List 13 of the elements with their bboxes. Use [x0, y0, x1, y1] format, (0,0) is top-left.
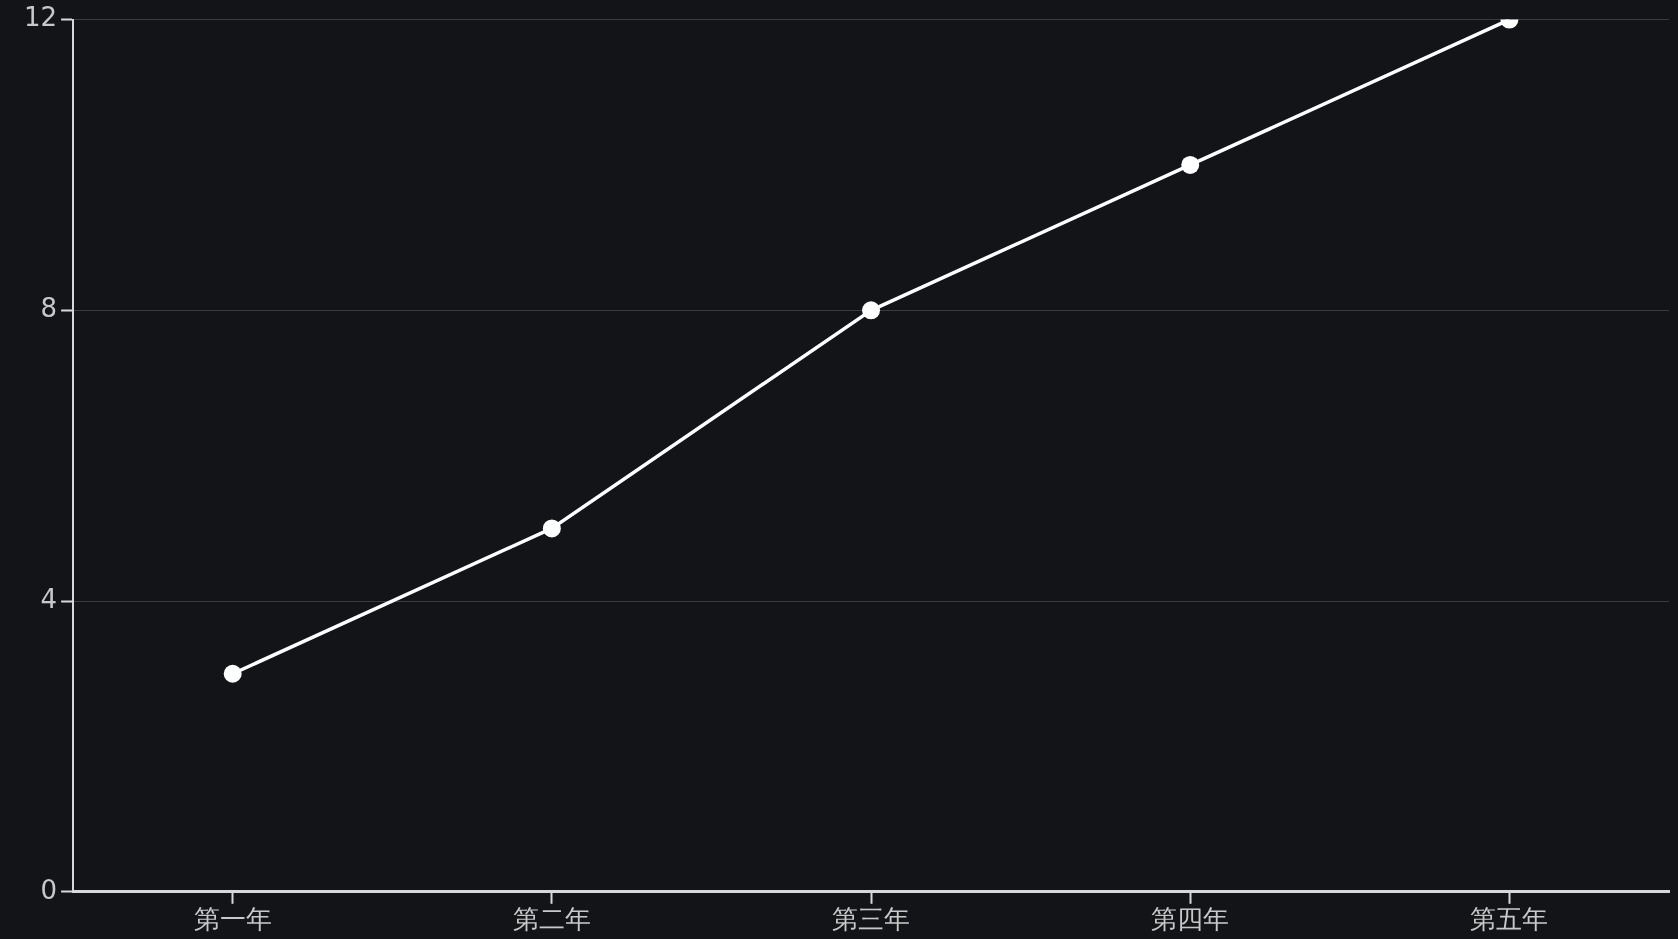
y-tick-label: 12 [23, 2, 58, 33]
point [542, 519, 561, 538]
point [1181, 155, 1200, 174]
x-tick-label: 第五年 [1470, 904, 1549, 935]
point [862, 301, 881, 320]
x-tick-label: 第三年 [832, 904, 911, 935]
y-tick-label: 4 [40, 583, 58, 614]
y-tick-label: 8 [40, 293, 58, 324]
point [223, 664, 242, 683]
x-tick-label: 第四年 [1151, 904, 1230, 935]
y-tick-label: 0 [40, 874, 58, 905]
x-tick-label: 第二年 [512, 904, 591, 935]
x-tick-label: 第一年 [193, 904, 272, 935]
